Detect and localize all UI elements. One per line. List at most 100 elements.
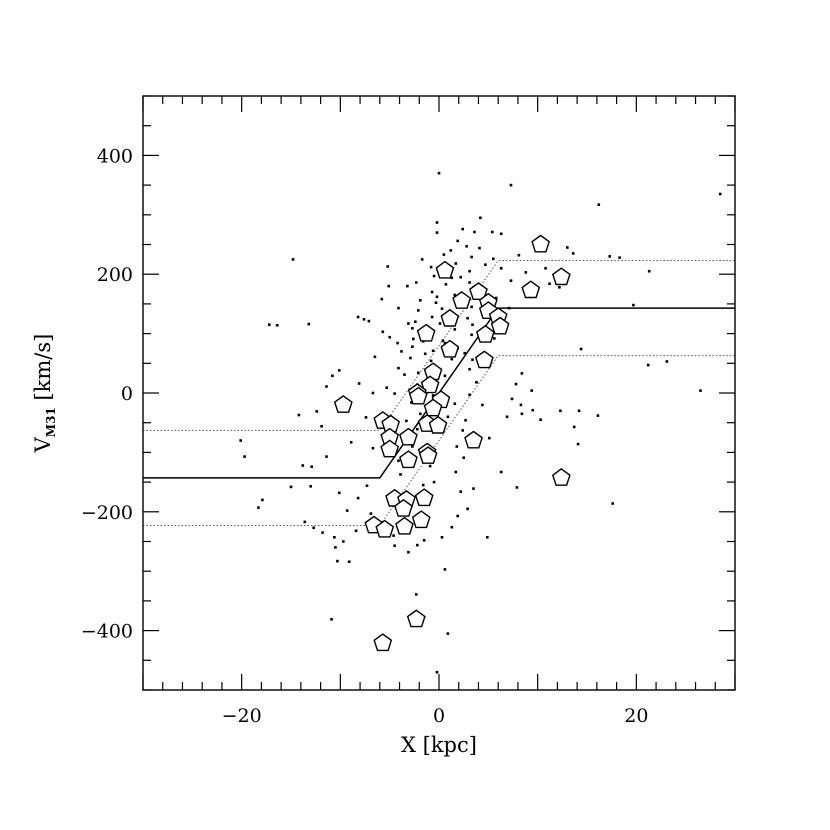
data-point — [419, 299, 422, 302]
data-point — [481, 403, 484, 407]
data-point — [430, 315, 434, 319]
data-point — [411, 345, 414, 348]
data-point — [257, 506, 260, 509]
data-point — [472, 487, 475, 490]
data-point — [465, 245, 468, 248]
data-point — [417, 371, 420, 375]
data-point — [479, 216, 482, 220]
pentagon-marker — [333, 395, 353, 413]
model-line-dotted-1 — [143, 260, 735, 431]
pentagon-markers — [333, 234, 571, 652]
y-tick-label: 400 — [97, 145, 133, 167]
data-point — [449, 249, 453, 252]
data-point — [321, 531, 324, 534]
data-point — [486, 536, 489, 539]
data-point — [411, 445, 414, 448]
pentagon-marker — [418, 446, 438, 464]
data-point — [356, 315, 360, 319]
data-point — [347, 560, 351, 563]
pentagon-marker — [416, 323, 436, 342]
data-point — [478, 246, 481, 250]
pentagon-marker — [490, 316, 510, 335]
data-point — [468, 269, 471, 273]
y-axis-title-unit: [km/s] — [31, 334, 55, 408]
data-point — [464, 419, 467, 422]
data-point — [440, 307, 444, 310]
model-line-dotted-2 — [143, 355, 735, 526]
data-point — [611, 502, 614, 505]
data-point — [386, 265, 389, 268]
data-point — [289, 485, 293, 489]
data-point — [454, 262, 458, 265]
data-point — [431, 349, 435, 353]
pentagon-marker — [408, 386, 428, 405]
data-point — [432, 480, 436, 484]
pentagon-marker — [406, 609, 426, 628]
x-tick-label: 20 — [624, 705, 648, 727]
data-point — [559, 409, 562, 413]
data-point — [597, 203, 601, 206]
data-point — [243, 455, 246, 458]
data-point — [579, 347, 583, 351]
data-point — [577, 409, 581, 413]
data-point — [429, 265, 433, 269]
data-point — [718, 192, 722, 196]
data-point — [307, 322, 311, 326]
data-point — [443, 374, 447, 378]
data-point — [461, 429, 464, 432]
pentagon-marker — [399, 450, 418, 469]
data-point — [393, 392, 396, 395]
y-tick-label: 0 — [121, 383, 133, 405]
data-point — [345, 509, 349, 512]
data-point — [410, 401, 413, 404]
data-point — [515, 486, 519, 489]
y-axis-title: VM31 [km/s] — [31, 334, 58, 454]
pentagon-marker — [531, 234, 551, 253]
pentagon-marker — [551, 468, 571, 486]
data-point — [446, 632, 450, 635]
pentagon-marker — [423, 362, 443, 381]
pentagon-marker — [373, 633, 393, 652]
data-point — [453, 293, 457, 297]
data-point — [297, 413, 301, 417]
y-axis-title-main: V — [31, 436, 55, 453]
data-point — [432, 274, 436, 278]
data-point — [417, 309, 420, 312]
y-axis-title-subscript: M31 — [44, 407, 58, 437]
data-point — [459, 275, 462, 279]
data-point — [291, 258, 295, 261]
pentagon-marker — [411, 510, 431, 529]
data-point — [416, 427, 419, 431]
data-point — [325, 455, 328, 458]
data-point — [517, 253, 521, 257]
data-point — [456, 239, 459, 243]
data-point — [419, 412, 422, 416]
pentagon-marker — [395, 516, 414, 535]
data-point — [463, 351, 466, 355]
data-point — [558, 286, 561, 289]
data-point — [470, 255, 473, 259]
data-point — [330, 618, 333, 621]
pentagon-marker — [440, 339, 460, 358]
data-point — [473, 230, 476, 234]
data-point — [310, 465, 313, 468]
data-point — [444, 283, 448, 286]
data-point — [699, 389, 702, 392]
data-point — [608, 255, 611, 258]
data-point — [509, 183, 513, 187]
y-tick-label: −200 — [81, 502, 133, 524]
data-points — [239, 171, 722, 674]
data-point — [530, 389, 533, 392]
data-point — [462, 456, 465, 459]
data-point — [415, 593, 418, 596]
data-point — [400, 350, 403, 353]
data-point — [470, 305, 473, 309]
data-point — [387, 284, 390, 288]
data-point — [524, 271, 528, 274]
data-point — [435, 231, 439, 234]
data-point — [438, 322, 442, 325]
data-point — [443, 341, 447, 345]
data-point — [468, 367, 471, 371]
data-point — [312, 526, 315, 530]
